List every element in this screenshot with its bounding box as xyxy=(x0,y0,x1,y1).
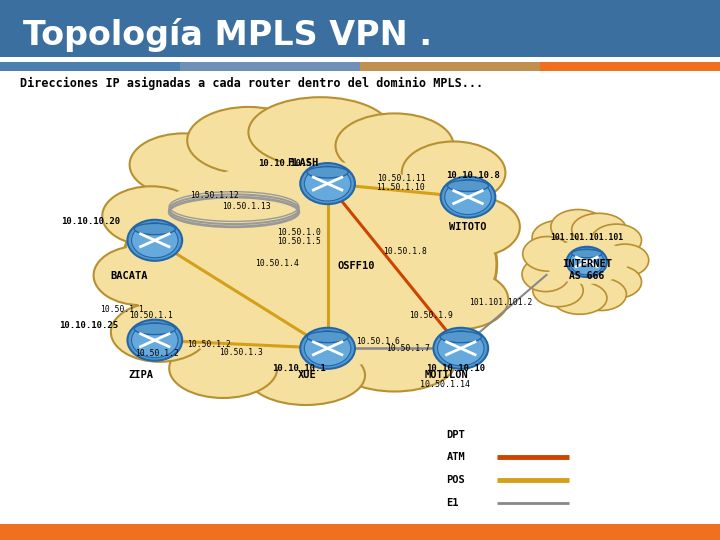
FancyBboxPatch shape xyxy=(0,0,720,57)
Circle shape xyxy=(127,320,182,361)
Ellipse shape xyxy=(572,213,626,246)
Text: 10.50.1.12: 10.50.1.12 xyxy=(190,191,239,200)
Ellipse shape xyxy=(187,107,310,174)
Text: 10.50.1.13: 10.50.1.13 xyxy=(222,202,271,211)
Ellipse shape xyxy=(594,266,642,298)
Circle shape xyxy=(441,177,495,218)
Ellipse shape xyxy=(546,240,628,284)
Text: 10.50.1.8: 10.50.1.8 xyxy=(383,247,426,255)
Text: DPT: DPT xyxy=(446,430,465,440)
Text: 10.50.1.1: 10.50.1.1 xyxy=(101,305,144,314)
Ellipse shape xyxy=(402,141,505,204)
Text: MOTILON: MOTILON xyxy=(425,370,468,380)
Ellipse shape xyxy=(540,237,634,287)
Text: POS: POS xyxy=(446,475,465,485)
Ellipse shape xyxy=(247,346,365,405)
Circle shape xyxy=(300,163,355,204)
Circle shape xyxy=(305,331,351,366)
Circle shape xyxy=(132,223,178,258)
Text: 10.50.1.1: 10.50.1.1 xyxy=(130,312,173,320)
Ellipse shape xyxy=(552,282,607,314)
Text: 10.10.10.1: 10.10.10.1 xyxy=(272,364,326,373)
Text: ZIPA: ZIPA xyxy=(128,370,153,380)
Circle shape xyxy=(570,249,604,275)
Text: 10.50.1.9: 10.50.1.9 xyxy=(409,312,452,320)
FancyBboxPatch shape xyxy=(0,62,180,71)
Circle shape xyxy=(300,328,355,369)
Text: 10.10.10.25: 10.10.10.25 xyxy=(59,321,118,329)
Circle shape xyxy=(127,220,182,261)
Text: Direcciones IP asignadas a cada router dentro del dominio MPLS...: Direcciones IP asignadas a cada router d… xyxy=(20,77,483,90)
Ellipse shape xyxy=(532,220,587,255)
Circle shape xyxy=(433,328,488,369)
Ellipse shape xyxy=(576,278,626,310)
Ellipse shape xyxy=(130,133,238,196)
Text: 10.50.1.5: 10.50.1.5 xyxy=(277,238,320,246)
Circle shape xyxy=(567,247,607,277)
Text: 10.50.1.6: 10.50.1.6 xyxy=(356,337,400,346)
Text: XUE: XUE xyxy=(298,370,317,380)
Ellipse shape xyxy=(448,180,488,192)
Ellipse shape xyxy=(601,244,649,276)
Ellipse shape xyxy=(134,224,176,235)
Text: 10.50.1.2: 10.50.1.2 xyxy=(135,349,179,359)
Text: 10.50.1.2: 10.50.1.2 xyxy=(187,340,230,349)
Text: 10.10.10.5: 10.10.10.5 xyxy=(258,159,312,167)
Text: 11.50.1.10: 11.50.1.10 xyxy=(376,183,425,192)
Ellipse shape xyxy=(122,159,497,370)
FancyBboxPatch shape xyxy=(0,524,720,540)
Text: BACATA: BACATA xyxy=(111,272,148,281)
Text: 10.10.10.20: 10.10.10.20 xyxy=(61,217,120,226)
Ellipse shape xyxy=(591,224,642,256)
Text: 10.50.1.7: 10.50.1.7 xyxy=(387,344,430,353)
FancyBboxPatch shape xyxy=(360,62,540,71)
Ellipse shape xyxy=(572,249,602,258)
Ellipse shape xyxy=(248,97,392,167)
Text: Topología MPLS VPN .: Topología MPLS VPN . xyxy=(23,18,432,52)
FancyBboxPatch shape xyxy=(180,62,360,71)
Text: FLASH: FLASH xyxy=(287,158,318,168)
Circle shape xyxy=(438,331,484,366)
Text: 10.10.10.8: 10.10.10.8 xyxy=(446,171,500,180)
Circle shape xyxy=(132,323,178,357)
Ellipse shape xyxy=(134,323,176,335)
Ellipse shape xyxy=(111,302,209,362)
Text: AS 666: AS 666 xyxy=(570,271,604,281)
Text: 10.10.10.10: 10.10.10.10 xyxy=(426,364,485,373)
Ellipse shape xyxy=(336,113,454,178)
Text: 10.50.1.0: 10.50.1.0 xyxy=(277,228,320,237)
Ellipse shape xyxy=(125,161,495,368)
Ellipse shape xyxy=(551,210,606,244)
Ellipse shape xyxy=(307,332,348,343)
Text: WITOTO: WITOTO xyxy=(449,222,487,232)
Ellipse shape xyxy=(333,332,456,392)
Ellipse shape xyxy=(169,339,277,398)
Text: INTERNET: INTERNET xyxy=(562,259,612,269)
Text: OSFF10: OSFF10 xyxy=(338,261,375,271)
Ellipse shape xyxy=(94,246,187,305)
Text: 10.50.1.14: 10.50.1.14 xyxy=(420,380,470,389)
Text: 10.50.1.4: 10.50.1.4 xyxy=(256,259,299,268)
Ellipse shape xyxy=(431,197,520,256)
Ellipse shape xyxy=(441,332,481,343)
FancyBboxPatch shape xyxy=(540,62,720,71)
Ellipse shape xyxy=(102,186,200,246)
Ellipse shape xyxy=(522,257,570,292)
Ellipse shape xyxy=(523,237,572,271)
Ellipse shape xyxy=(410,270,508,329)
Text: 101.101.101.2: 101.101.101.2 xyxy=(469,298,532,307)
Circle shape xyxy=(305,166,351,201)
Text: E1: E1 xyxy=(446,498,459,508)
Text: 101.101.101.101: 101.101.101.101 xyxy=(550,233,624,242)
Text: ATM: ATM xyxy=(446,453,465,462)
Text: 10.50.1.3: 10.50.1.3 xyxy=(220,348,263,357)
Circle shape xyxy=(445,180,491,214)
Ellipse shape xyxy=(307,167,348,178)
Ellipse shape xyxy=(533,274,583,307)
Text: 10.50.1.11: 10.50.1.11 xyxy=(377,174,426,183)
